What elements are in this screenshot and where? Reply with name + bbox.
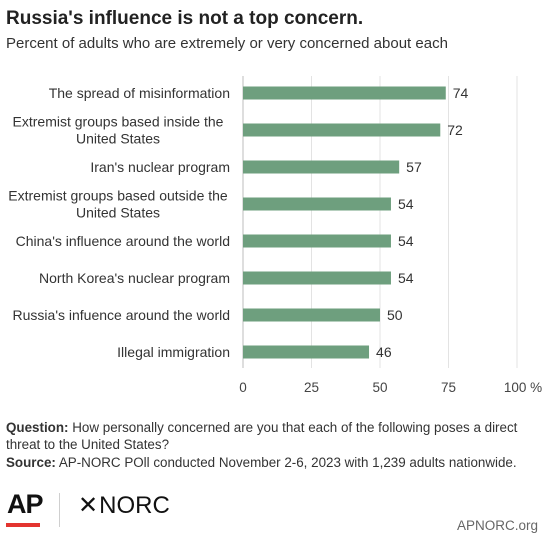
ap-logo: AP bbox=[7, 489, 44, 519]
value-label: 72 bbox=[447, 122, 463, 138]
category-label: Iran's nuclear program bbox=[90, 159, 230, 175]
x-tick-label: 0 bbox=[239, 380, 247, 395]
category-label: Illegal immigration bbox=[117, 344, 230, 360]
bar bbox=[243, 308, 380, 322]
source-text: AP-NORC POll conducted November 2-6, 202… bbox=[58, 455, 517, 470]
category-label: Extremist groups based inside the bbox=[13, 114, 224, 130]
category-label: Extremist groups based outside the bbox=[8, 188, 228, 204]
x-tick-label: 25 bbox=[304, 380, 319, 395]
bar bbox=[243, 197, 391, 211]
chart-title: Russia's influence is not a top concern. bbox=[6, 8, 364, 29]
bar bbox=[243, 345, 370, 359]
source-note: Source: AP-NORC POll conducted November … bbox=[6, 454, 546, 471]
category-label: United States bbox=[76, 131, 160, 147]
chart-subtitle: Percent of adults who are extremely or v… bbox=[6, 35, 448, 52]
norc-star-icon: ✕ bbox=[78, 492, 99, 519]
question-text: How personally concerned are you that ea… bbox=[6, 420, 518, 452]
bar bbox=[243, 234, 391, 248]
logo-divider bbox=[59, 493, 60, 527]
question-label: Question: bbox=[6, 420, 69, 435]
value-label: 57 bbox=[406, 159, 422, 175]
value-label: 74 bbox=[453, 85, 469, 101]
category-label: Russia's infuence around the world bbox=[13, 307, 230, 323]
bar bbox=[243, 123, 441, 137]
bar bbox=[243, 160, 400, 174]
norc-logo-text: NORC bbox=[99, 492, 170, 519]
category-label: United States bbox=[76, 205, 160, 221]
question-note: Question: How personally concerned are y… bbox=[6, 419, 546, 453]
value-label: 54 bbox=[398, 270, 414, 286]
value-label: 50 bbox=[387, 307, 403, 323]
bar bbox=[243, 86, 446, 100]
category-label: North Korea's nuclear program bbox=[39, 270, 230, 286]
bar-chart: 74 The spread of misinformation 72 Extremis… bbox=[8, 76, 542, 395]
norc-logo: ✕NORC bbox=[78, 491, 170, 520]
bar bbox=[243, 271, 391, 285]
x-tick-label: 100 % bbox=[504, 380, 542, 395]
x-tick-label: 50 bbox=[372, 380, 387, 395]
value-label: 54 bbox=[398, 233, 414, 249]
value-label: 54 bbox=[398, 196, 414, 212]
category-label: The spread of misinformation bbox=[49, 85, 230, 101]
value-label: 46 bbox=[376, 344, 392, 360]
ap-logo-underline bbox=[6, 523, 40, 527]
source-label: Source: bbox=[6, 455, 56, 470]
footer-url: APNORC.org bbox=[456, 518, 538, 533]
x-tick-label: 75 bbox=[441, 380, 456, 395]
category-label: China's influence around the world bbox=[16, 233, 230, 249]
